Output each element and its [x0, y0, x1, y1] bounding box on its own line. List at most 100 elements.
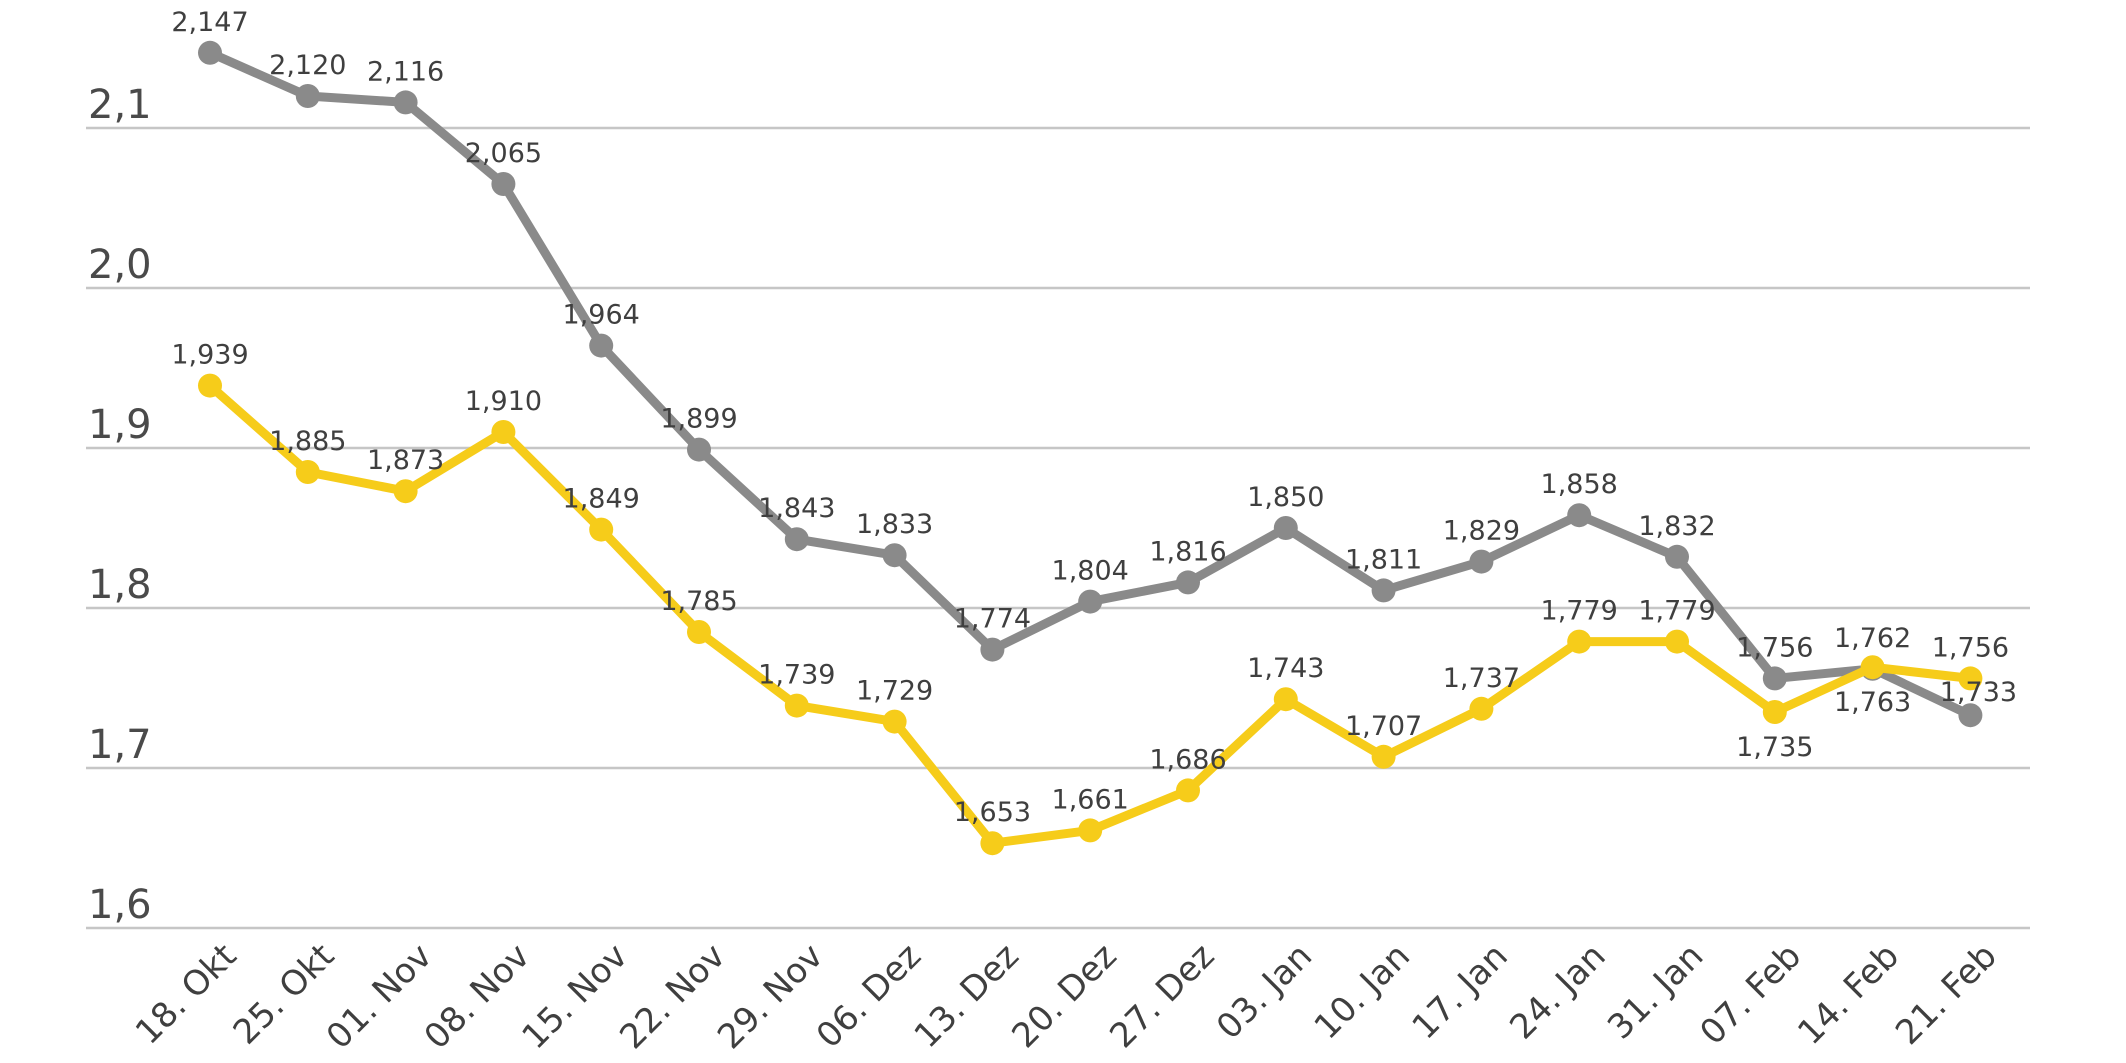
- data-label-gray: 1,816: [1149, 536, 1226, 567]
- data-label-gray: 1,774: [954, 604, 1031, 635]
- data-point-gray: [1371, 578, 1396, 603]
- data-label-gray: 1,756: [1736, 632, 1813, 663]
- data-point-gray: [1567, 503, 1592, 528]
- data-point-yellow: [589, 517, 614, 542]
- data-point-yellow: [1078, 818, 1103, 843]
- y-tick-label: 2,1: [88, 82, 152, 128]
- data-label-gray: 1,833: [856, 509, 933, 540]
- data-point-yellow: [784, 693, 809, 718]
- data-label-yellow: 1,779: [1541, 596, 1618, 627]
- data-point-yellow: [980, 831, 1005, 856]
- data-label-yellow: 1,910: [465, 386, 542, 417]
- data-label-yellow: 1,849: [563, 484, 640, 515]
- y-tick-label: 1,6: [88, 882, 152, 928]
- data-point-yellow: [1567, 629, 1592, 654]
- x-tick-label: 31. Jan: [1600, 936, 1711, 1047]
- series-layer: [198, 40, 1983, 856]
- x-tick-label: 27. Dez: [1102, 936, 1222, 1056]
- data-point-yellow: [198, 373, 222, 398]
- data-label-yellow: 1,653: [954, 797, 1031, 828]
- data-label-yellow: 1,763: [1834, 687, 1911, 718]
- x-tick-label: 20. Dez: [1004, 936, 1124, 1056]
- x-tick-label: 22. Nov: [612, 936, 733, 1057]
- data-point-yellow: [882, 709, 907, 734]
- x-tick-label: 06. Dez: [809, 936, 929, 1056]
- data-label-gray: 2,147: [171, 7, 248, 38]
- data-point-yellow: [1176, 778, 1200, 803]
- data-point-yellow: [1762, 700, 1787, 724]
- data-label-gray: 1,832: [1638, 511, 1715, 542]
- data-label-gray: 1,829: [1443, 516, 1520, 547]
- data-label-yellow: 1,756: [1932, 632, 2009, 663]
- data-label-gray: 1,964: [563, 300, 640, 331]
- data-label-gray: 1,804: [1052, 556, 1129, 587]
- data-point-gray: [1762, 666, 1787, 691]
- y-tick-label: 1,8: [88, 562, 152, 608]
- data-point-gray: [1958, 703, 1983, 728]
- data-point-gray: [784, 527, 809, 552]
- y-tick-label: 2,0: [88, 242, 152, 288]
- x-tick-label: 24. Jan: [1502, 936, 1613, 1047]
- x-tick-label: 14. Feb: [1790, 936, 1907, 1053]
- x-tick-label: 29. Nov: [710, 936, 831, 1057]
- data-point-gray: [882, 543, 907, 568]
- data-point-gray: [1469, 549, 1494, 574]
- data-label-yellow: 1,779: [1638, 596, 1715, 627]
- data-point-gray: [589, 333, 614, 358]
- data-point-yellow: [393, 479, 418, 504]
- data-label-gray: 1,899: [660, 404, 737, 435]
- data-label-yellow: 1,707: [1345, 711, 1422, 742]
- data-label-yellow: 1,939: [171, 340, 248, 371]
- data-label-yellow: 1,785: [660, 586, 737, 617]
- data-label-gray: 2,116: [367, 56, 444, 87]
- data-label-yellow: 1,739: [758, 660, 835, 691]
- data-point-yellow: [1860, 655, 1885, 680]
- x-tick-label: 03. Jan: [1209, 936, 1320, 1047]
- data-point-yellow: [1469, 696, 1494, 721]
- data-point-gray: [1273, 516, 1298, 540]
- data-point-gray: [980, 637, 1005, 662]
- x-tick-label: 01. Nov: [319, 936, 440, 1057]
- x-tick-label: 07. Feb: [1692, 936, 1809, 1053]
- x-tick-label: 10. Jan: [1307, 936, 1418, 1047]
- data-label-yellow: 1,729: [856, 676, 933, 707]
- data-label-yellow: 1,743: [1247, 653, 1324, 684]
- data-label-gray: 1,850: [1247, 482, 1324, 513]
- x-tick-label: 15. Nov: [514, 936, 635, 1057]
- gridlines: [86, 126, 2030, 930]
- data-labels: 2,147 2,120 2,116 2,065 1,964 1,899 1,843 1,833…: [171, 7, 2017, 828]
- data-label-yellow: 1,735: [1736, 732, 1813, 763]
- data-point-gray: [491, 172, 516, 196]
- y-tick-label: 1,9: [88, 402, 152, 448]
- data-point-gray: [687, 437, 711, 462]
- data-label-yellow: 1,885: [269, 426, 346, 457]
- data-point-gray: [198, 40, 222, 65]
- data-point-gray: [295, 84, 320, 108]
- x-tick-label: 21. Feb: [1888, 936, 2005, 1053]
- data-point-yellow: [1665, 629, 1689, 654]
- data-label-gray: 2,120: [269, 50, 346, 81]
- data-point-yellow: [687, 620, 711, 644]
- data-label-gray: 2,065: [465, 138, 542, 169]
- data-label-yellow: 1,873: [367, 445, 444, 476]
- x-tick-label: 08. Nov: [417, 936, 538, 1057]
- data-point-yellow: [295, 460, 320, 484]
- data-point-yellow: [1371, 744, 1396, 769]
- data-label-yellow: 1,686: [1149, 744, 1226, 775]
- data-point-yellow: [1273, 687, 1298, 712]
- y-tick-label: 1,7: [88, 722, 152, 768]
- x-tick-label: 17. Jan: [1405, 936, 1516, 1047]
- data-point-gray: [1665, 544, 1689, 569]
- data-point-yellow: [1958, 666, 1983, 691]
- y-axis-ticks: 1,6 1,7 1,8 1,9 2,0 2,1: [88, 82, 152, 928]
- data-label-yellow: 1,737: [1443, 663, 1520, 694]
- data-label-gray: 1,733: [1940, 677, 2017, 708]
- x-tick-label: 18. Okt: [128, 936, 244, 1052]
- data-label-gray: 1,762: [1834, 623, 1911, 654]
- data-point-gray: [1176, 570, 1200, 595]
- data-point-gray: [1078, 589, 1103, 614]
- data-label-gray: 1,843: [758, 493, 835, 524]
- data-label-gray: 1,811: [1345, 544, 1422, 575]
